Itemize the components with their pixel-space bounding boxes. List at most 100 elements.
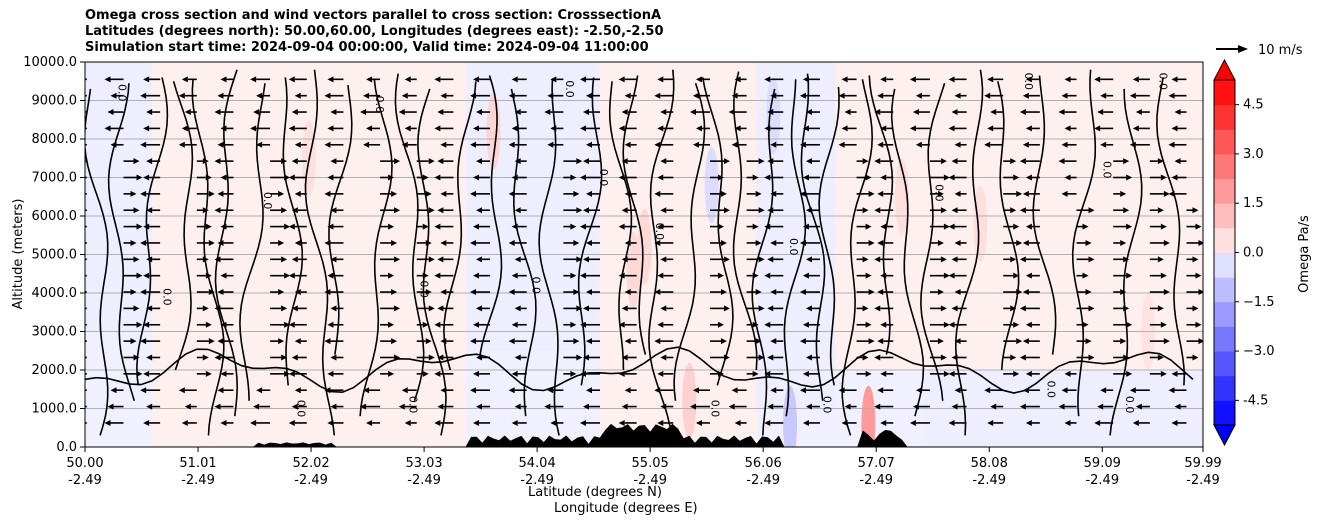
wind-vector-head [877, 141, 884, 148]
wind-vector-head [391, 190, 398, 197]
wind-vector-head [470, 289, 477, 296]
wind-vector-head [865, 174, 872, 181]
wind-vector-head [570, 174, 577, 181]
wind-vector-head [764, 370, 771, 377]
y-axis: 0.0 1000.0 2000.0 3000.0 4000.0 5000.0 6000.0 7… [23, 55, 85, 455]
wind-vector-head [1022, 92, 1029, 99]
x-tick-label-lat: 57.07 [858, 456, 895, 471]
wind-vector-head [327, 223, 334, 230]
wind-vector-head [954, 190, 961, 197]
wind-vector-head [868, 338, 875, 345]
wind-vector-head [69, 158, 75, 164]
contour-label: 0.0 [1022, 73, 1035, 91]
wind-vector-head [327, 419, 334, 426]
contour-line [1032, 75, 1057, 355]
wind-vector-head [1160, 223, 1167, 230]
wind-vector-head [586, 92, 593, 99]
wind-vector-head [140, 338, 147, 345]
wind-vector-head [181, 76, 188, 83]
wind-vector-head [657, 419, 664, 426]
wind-vector-head [133, 305, 140, 312]
wind-vector-head [388, 272, 395, 279]
wind-vector-head [217, 92, 224, 99]
wind-vector-head [720, 289, 727, 296]
x-axis: 50.00 -2.49 51.01 -2.49 52.02 -2.49 53.03 -2.49… [66, 447, 1222, 488]
wind-vector-head [764, 419, 771, 426]
y-tick-label: 8000.0 [32, 132, 78, 147]
wind-vector-head [621, 354, 628, 361]
wind-vector-head [657, 272, 664, 279]
wind-vector-head [1157, 256, 1164, 263]
wind-vector-head [689, 403, 696, 410]
wind-vector-head [573, 190, 580, 197]
wind-vector-head [717, 321, 724, 328]
wind-vector-head [294, 387, 301, 394]
wind-vector-head [723, 207, 730, 214]
wind-vector-head [909, 76, 916, 83]
wind-vector-head [1174, 403, 1181, 410]
wind-vector-head [202, 354, 209, 361]
x-tick-label-lat: 56.06 [745, 456, 782, 471]
wind-vector-head [473, 321, 480, 328]
wind-vector-head [1100, 141, 1107, 148]
wind-vector-head [586, 190, 593, 197]
x-tick-label-lon: -2.49 [633, 473, 667, 488]
wind-vector-head [951, 354, 958, 361]
wind-vector-head [844, 109, 851, 116]
wind-vector-head [937, 338, 944, 345]
wind-vector-head [767, 305, 774, 312]
wind-vector-head [767, 207, 774, 214]
wind-vector-head [948, 223, 955, 230]
wind-vector-head [220, 370, 227, 377]
wind-vector-head [880, 174, 887, 181]
wind-vector-head [214, 403, 221, 410]
contour-label: 0.0 [418, 280, 431, 298]
wind-vector-head [1025, 174, 1032, 181]
colorbar-segment [1214, 301, 1235, 327]
wind-vector-head [660, 158, 667, 165]
wind-vector-head [550, 125, 557, 132]
colorbar-label: Omega Pa/s [1297, 215, 1312, 293]
wind-vector-head [940, 256, 947, 263]
wind-vector-head [476, 305, 483, 312]
wind-vector-head [951, 109, 958, 116]
wind-vector-head [281, 256, 288, 263]
wind-vector-head [470, 190, 477, 197]
wind-vector-head [360, 403, 367, 410]
colorbar-tick-label: -4.5 [1243, 393, 1268, 408]
x-tick-label-lat: 59.09 [1084, 456, 1121, 471]
wind-vector-head [868, 289, 875, 296]
wind-vector-head [434, 76, 441, 83]
wind-vector-head [954, 387, 961, 394]
x-tick-label-lon: -2.49 [746, 473, 780, 488]
wind-vector-head [75, 76, 81, 82]
x-tick-label-lon: -2.49 [68, 473, 102, 488]
wind-vector-head [130, 289, 137, 296]
wind-vector-head [130, 190, 137, 197]
wind-vector-head [915, 387, 922, 394]
wind-vector-head [1157, 158, 1164, 165]
wind-vector-head [1058, 158, 1065, 165]
wind-vector-head [657, 125, 664, 132]
wind-vector-head [767, 354, 774, 361]
wind-vector-head [580, 125, 587, 132]
wind-vector-head [580, 174, 587, 181]
wind-vector-head [1171, 370, 1178, 377]
wind-vector-head [294, 190, 301, 197]
wind-vector-head [1192, 207, 1199, 214]
wind-vector-head [799, 387, 806, 394]
wind-vector-head [618, 272, 625, 279]
y-tick-label: 0.0 [56, 440, 77, 455]
wind-vector-head [1123, 354, 1130, 361]
wind-vector-head [428, 158, 435, 165]
wind-vector-head [767, 158, 774, 165]
wind-vector-head [1010, 158, 1017, 165]
wind-vector-head [473, 370, 480, 377]
wind-vector-head [799, 141, 806, 148]
wind-vector-head [72, 240, 78, 246]
wind-vector-head [1013, 321, 1020, 328]
wind-vector-head [143, 223, 150, 230]
wind-vector-head [291, 403, 298, 410]
contour-line [136, 77, 169, 386]
wind-vector-head [805, 354, 812, 361]
